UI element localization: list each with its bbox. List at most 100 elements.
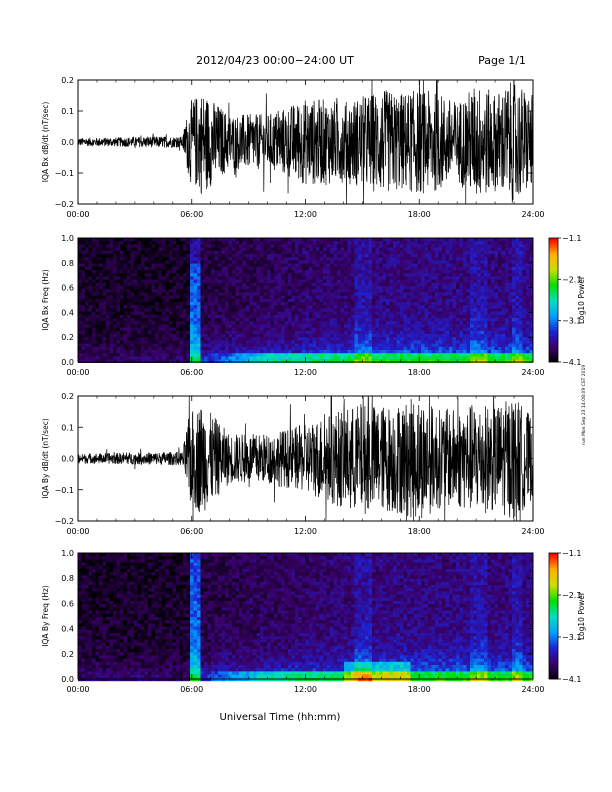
spectrogram-cell bbox=[354, 359, 359, 363]
spectrogram-cell bbox=[116, 353, 121, 357]
spectrogram-cell bbox=[235, 305, 240, 309]
spectrogram-cell bbox=[260, 321, 264, 325]
spectrogram-cell bbox=[109, 314, 114, 319]
spectrogram-cell bbox=[372, 276, 376, 280]
spectrogram-cell bbox=[246, 282, 250, 287]
spectrogram-cell bbox=[148, 295, 152, 299]
spectrogram-cell bbox=[473, 250, 478, 255]
spectrogram-cell bbox=[253, 254, 257, 258]
spectrogram-cell bbox=[232, 263, 236, 267]
spectrogram-cell bbox=[249, 330, 254, 335]
spectrogram-cell bbox=[99, 337, 103, 341]
spectrogram-cell bbox=[319, 305, 324, 309]
spectrogram-cell bbox=[123, 295, 128, 299]
spectrogram-cell bbox=[106, 340, 110, 344]
spectrogram-cell bbox=[372, 270, 376, 274]
spectrogram-cell bbox=[438, 314, 443, 319]
spectrogram-cell bbox=[400, 314, 404, 319]
spectrogram-cell bbox=[141, 350, 145, 354]
spectrogram-cell bbox=[393, 302, 397, 306]
spectrogram-cell bbox=[305, 318, 310, 322]
spectrogram-cell bbox=[498, 343, 502, 347]
spectrogram-cell bbox=[123, 282, 128, 287]
spectrogram-cell bbox=[431, 238, 436, 242]
spectrogram-cell bbox=[484, 260, 488, 264]
spectrogram-cell bbox=[410, 263, 415, 267]
spectrogram-cell bbox=[449, 343, 453, 347]
spectrogram-cell bbox=[386, 314, 390, 319]
spectrogram-cell bbox=[316, 318, 320, 322]
spectrogram-cell bbox=[200, 270, 205, 274]
spectrogram-cell bbox=[141, 250, 145, 255]
spectrogram-cell bbox=[375, 279, 380, 283]
spectrogram-cell bbox=[253, 314, 257, 319]
spectrogram-cell bbox=[134, 337, 138, 341]
spectrogram-cell bbox=[165, 282, 170, 287]
spectrogram-cell bbox=[435, 244, 439, 248]
spectrogram-cell bbox=[109, 346, 114, 351]
spectrogram-cell bbox=[470, 302, 474, 306]
spectrogram-cell bbox=[169, 343, 173, 347]
spectrogram-cell bbox=[323, 321, 327, 325]
spectrogram-cell bbox=[452, 302, 457, 306]
spectrogram-cell bbox=[235, 276, 240, 280]
spectrogram-cell bbox=[421, 279, 425, 283]
spectrogram-cell bbox=[193, 282, 198, 287]
spectrogram-cell bbox=[267, 282, 271, 287]
spectrogram-cell bbox=[498, 308, 502, 312]
spectrogram-cell bbox=[501, 298, 506, 303]
spectrogram-cell bbox=[134, 334, 138, 338]
spectrogram-cell bbox=[386, 346, 390, 351]
spectrogram-cell bbox=[123, 324, 128, 328]
spectrogram-cell bbox=[302, 359, 306, 363]
spectrogram-cell bbox=[393, 327, 397, 331]
spectrogram-cell bbox=[221, 295, 226, 299]
spectrogram-cell bbox=[239, 295, 243, 299]
spectrogram-cell bbox=[326, 327, 331, 331]
spectrogram-cell bbox=[375, 263, 380, 267]
spectrogram-cell bbox=[197, 318, 201, 322]
spectrogram-cell bbox=[95, 314, 100, 319]
spectrogram-cell bbox=[368, 337, 373, 341]
spectrogram-cell bbox=[347, 292, 352, 296]
spectrogram-cell bbox=[358, 244, 362, 248]
spectrogram-cell bbox=[204, 308, 208, 312]
spectrogram-cell bbox=[459, 286, 464, 290]
spectrogram-cell bbox=[281, 270, 285, 274]
spectrogram-cell bbox=[515, 311, 520, 315]
spectrogram-cell bbox=[333, 340, 338, 344]
spectrogram-cell bbox=[456, 340, 460, 344]
spectrogram-cell bbox=[130, 260, 135, 264]
spectrogram-cell bbox=[491, 356, 495, 360]
spectrogram-cell bbox=[480, 295, 485, 299]
spectrogram-cell bbox=[291, 270, 296, 274]
spectrogram-cell bbox=[148, 321, 152, 325]
spectrogram-cell bbox=[270, 302, 275, 306]
spectrogram-cell bbox=[344, 340, 348, 344]
spectrogram-cell bbox=[113, 266, 117, 271]
spectrogram-cell bbox=[347, 241, 352, 245]
spectrogram-cell bbox=[207, 305, 212, 309]
spectrogram-cell bbox=[162, 321, 166, 325]
spectrogram-cell bbox=[172, 250, 177, 255]
spectrogram-cell bbox=[267, 292, 271, 296]
spectrogram-cell bbox=[127, 353, 131, 357]
spectrogram-cell bbox=[463, 340, 467, 344]
spectrogram-cell bbox=[123, 247, 128, 251]
spectrogram-cell bbox=[333, 350, 338, 354]
spectrogram-cell bbox=[463, 356, 467, 360]
spectrogram-cell bbox=[484, 241, 488, 245]
spectrogram-cell bbox=[477, 346, 481, 351]
spectrogram-cell bbox=[127, 289, 131, 293]
spectrogram-cell bbox=[246, 289, 250, 293]
spectrogram-cell bbox=[295, 276, 299, 280]
spectrogram-cell bbox=[274, 257, 278, 261]
spectrogram-cell bbox=[274, 298, 278, 303]
spectrogram-cell bbox=[106, 266, 110, 271]
spectrogram-cell bbox=[382, 314, 387, 319]
spectrogram-cell bbox=[260, 292, 264, 296]
spectrogram-cell bbox=[354, 295, 359, 299]
spectrogram-cell bbox=[225, 318, 229, 322]
spectrogram-cell bbox=[123, 308, 128, 312]
spectrogram-cell bbox=[141, 266, 145, 271]
